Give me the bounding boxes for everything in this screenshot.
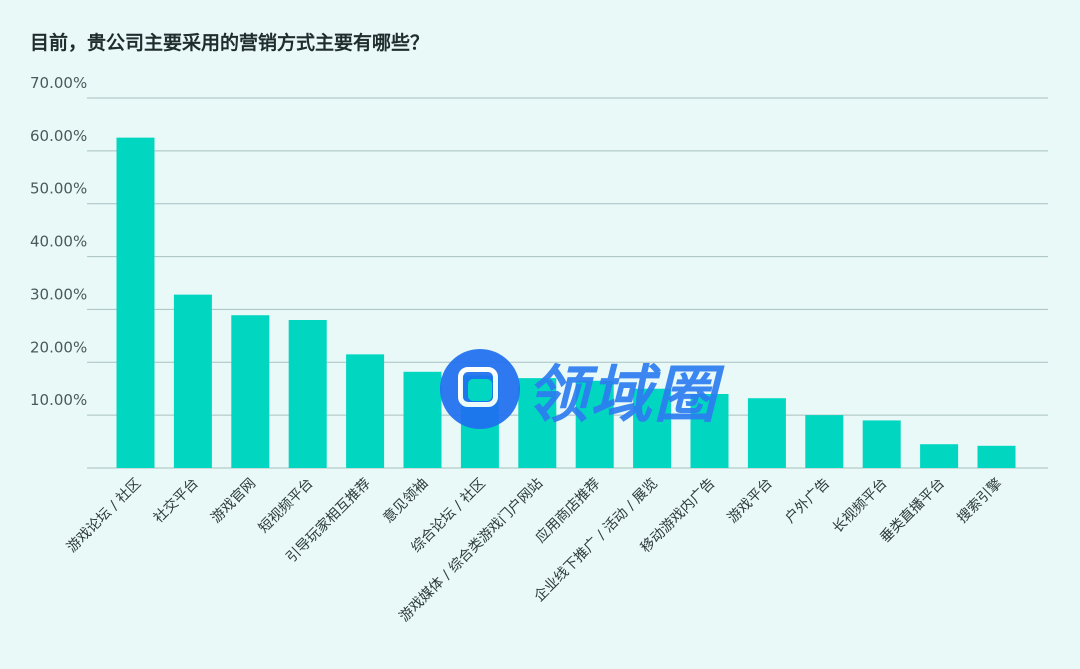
x-tick-label: 游戏平台 bbox=[725, 476, 776, 527]
bar bbox=[288, 320, 327, 468]
x-tick-label: 户外广告 bbox=[782, 475, 834, 527]
y-tick-label: 40.00% bbox=[30, 233, 87, 251]
x-tick-label: 游戏论坛 / 社区 bbox=[64, 476, 144, 556]
y-tick-label: 60.00% bbox=[30, 127, 87, 145]
bar bbox=[862, 420, 901, 468]
logo-icon bbox=[440, 349, 520, 429]
bar bbox=[346, 354, 385, 468]
x-tick-label: 意见领袖 bbox=[380, 475, 432, 527]
x-tick-label: 短视频平台 bbox=[256, 476, 317, 537]
x-tick-label: 游戏官网 bbox=[208, 476, 259, 527]
bar bbox=[977, 445, 1016, 468]
bar bbox=[690, 394, 729, 468]
bar bbox=[633, 388, 672, 468]
bar bbox=[403, 371, 442, 468]
y-tick-label: 70.00% bbox=[30, 74, 87, 92]
watermark: 领域圈 bbox=[440, 344, 718, 434]
bar bbox=[805, 415, 844, 468]
bar bbox=[575, 380, 614, 468]
watermark-text: 领域圈 bbox=[526, 358, 719, 431]
bar bbox=[116, 137, 155, 468]
bar bbox=[920, 444, 959, 468]
x-tick-label: 搜索引擎 bbox=[954, 475, 1006, 527]
chart-title: 目前，贵公司主要采用的营销方式主要有哪些？ bbox=[30, 32, 430, 54]
y-tick-label: 50.00% bbox=[30, 180, 87, 198]
bar bbox=[173, 294, 212, 468]
y-tick-label: 30.00% bbox=[30, 285, 87, 303]
bar bbox=[231, 315, 270, 468]
bar bbox=[518, 378, 557, 468]
y-tick-label: 10.00% bbox=[30, 391, 87, 409]
y-tick-label: 20.00% bbox=[30, 338, 87, 356]
x-tick-label: 社交平台 bbox=[150, 475, 202, 527]
x-tick-label: 长视频平台 bbox=[830, 476, 891, 537]
bar bbox=[747, 398, 786, 468]
